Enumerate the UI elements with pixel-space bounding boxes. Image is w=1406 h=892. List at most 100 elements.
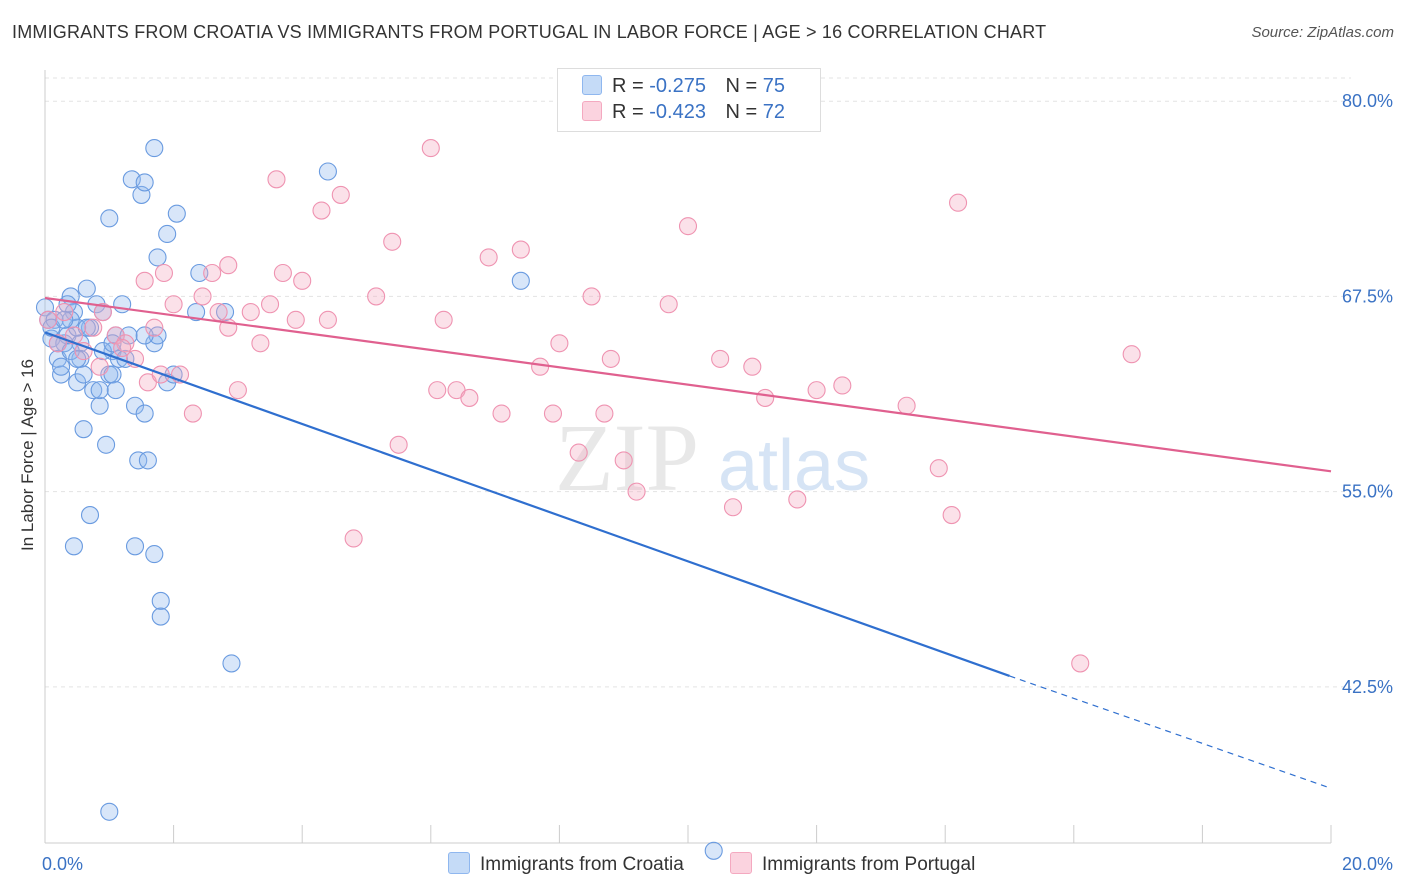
grid-lines <box>45 77 1351 688</box>
portugal-point <box>219 256 238 275</box>
watermark-zip: ZIP <box>555 404 699 511</box>
series-portugal-points <box>39 139 1141 673</box>
portugal-point <box>145 318 164 337</box>
portugal-point <box>788 490 807 509</box>
croatia-point <box>129 451 148 470</box>
portugal-point <box>251 334 270 353</box>
portugal-point <box>113 338 132 358</box>
legend-r-label: R = <box>612 101 644 123</box>
y-tick-label: 55.0% <box>1342 482 1393 502</box>
bottom-legend-swatch-croatia <box>448 852 470 874</box>
series-croatia-points <box>35 139 723 860</box>
portugal-point <box>511 240 530 259</box>
trend-lines <box>44 296 1332 789</box>
portugal-point <box>678 217 698 236</box>
bottom-legend-swatch-portugal <box>730 852 752 874</box>
portugal-point <box>203 263 222 283</box>
stats-legend: R = -0.275 N = 75 R = -0.423 N = 72 <box>557 68 821 132</box>
y-tick-label: 80.0% <box>1342 91 1393 111</box>
x-tick-label: 0.0% <box>42 854 83 874</box>
portugal-point <box>582 287 601 306</box>
croatia-point <box>222 654 241 673</box>
legend-swatch-croatia <box>582 75 602 95</box>
croatia-point <box>125 537 145 556</box>
portugal-point <box>434 310 453 329</box>
portugal-point <box>460 388 479 407</box>
croatia-point <box>318 162 337 181</box>
portugal-point <box>492 404 511 423</box>
portugal-point <box>209 303 228 322</box>
croatia-point <box>90 396 109 415</box>
watermark: ZIP atlas <box>555 404 870 511</box>
croatia-point <box>151 607 170 626</box>
portugal-point <box>1071 654 1090 673</box>
croatia-point <box>187 303 206 322</box>
y-tick-label: 42.5% <box>1342 677 1393 697</box>
watermark-atlas: atlas <box>718 426 870 506</box>
croatia-point <box>64 537 83 556</box>
croatia-point <box>100 209 119 228</box>
bottom-legend-portugal: Immigrants from Portugal <box>730 852 975 876</box>
portugal-point <box>383 232 402 251</box>
croatia-point <box>52 365 71 384</box>
portugal-point <box>595 404 614 423</box>
portugal-point <box>154 263 174 283</box>
portugal-point <box>531 357 550 376</box>
portugal-point <box>942 506 961 525</box>
portugal-point <box>756 388 775 407</box>
portugal-point <box>286 310 305 329</box>
portugal-point <box>183 404 202 423</box>
portugal-point <box>428 381 447 400</box>
portugal-point <box>807 381 826 400</box>
legend-row-portugal: R = -0.423 N = 72 <box>582 101 785 125</box>
x-tick-label: 20.0% <box>1342 854 1393 874</box>
legend-n-croatia: 75 <box>762 75 786 97</box>
legend-n-portugal: 72 <box>762 101 786 123</box>
portugal-point <box>711 349 730 368</box>
croatia-point <box>138 451 157 470</box>
croatia-point <box>97 435 116 454</box>
portugal-point <box>90 357 109 376</box>
bottom-legend-label-croatia: Immigrants from Croatia <box>480 854 684 875</box>
portugal-point <box>135 271 154 290</box>
legend-swatch-portugal <box>582 101 602 121</box>
portugal-point <box>479 248 498 267</box>
portugal-point <box>84 318 103 337</box>
croatia-point <box>158 224 177 244</box>
portugal-trend-line <box>44 296 1332 473</box>
croatia-point <box>167 204 186 223</box>
portugal-point <box>331 185 350 204</box>
portugal-point <box>897 396 916 415</box>
portugal-point <box>421 139 440 158</box>
croatia-point <box>80 506 100 525</box>
portugal-point <box>543 404 563 423</box>
croatia-point <box>74 420 93 439</box>
portugal-point <box>569 443 588 462</box>
portugal-point <box>64 326 83 345</box>
croatia-point <box>84 381 103 400</box>
croatia-point <box>704 841 723 860</box>
croatia-point <box>148 248 167 267</box>
croatia-point <box>77 279 96 298</box>
croatia-point <box>511 271 530 290</box>
croatia-point <box>215 303 235 322</box>
croatia-point <box>125 396 145 415</box>
portugal-point <box>949 193 968 212</box>
croatia-point <box>74 365 93 384</box>
portugal-point <box>389 435 408 454</box>
portugal-point <box>833 376 852 395</box>
portugal-point <box>614 451 633 470</box>
legend-n-label: N = <box>725 101 758 123</box>
chart-source: Source: ZipAtlas.com <box>1251 24 1394 41</box>
croatia-trend-extension <box>1009 675 1332 789</box>
tick-labels: 80.0% 67.5% 55.0% 42.5% 0.0% 20.0% <box>42 91 1393 874</box>
legend-r-portugal: -0.423 <box>649 101 706 123</box>
portugal-point <box>312 201 331 220</box>
portugal-point <box>241 303 260 322</box>
portugal-point <box>659 295 678 314</box>
portugal-point <box>367 287 386 306</box>
y-axis-label: In Labor Force | Age > 16 <box>18 358 37 552</box>
portugal-point <box>260 295 280 314</box>
legend-r-label: R = <box>612 75 644 97</box>
legend-row-croatia: R = -0.275 N = 75 <box>582 75 785 99</box>
